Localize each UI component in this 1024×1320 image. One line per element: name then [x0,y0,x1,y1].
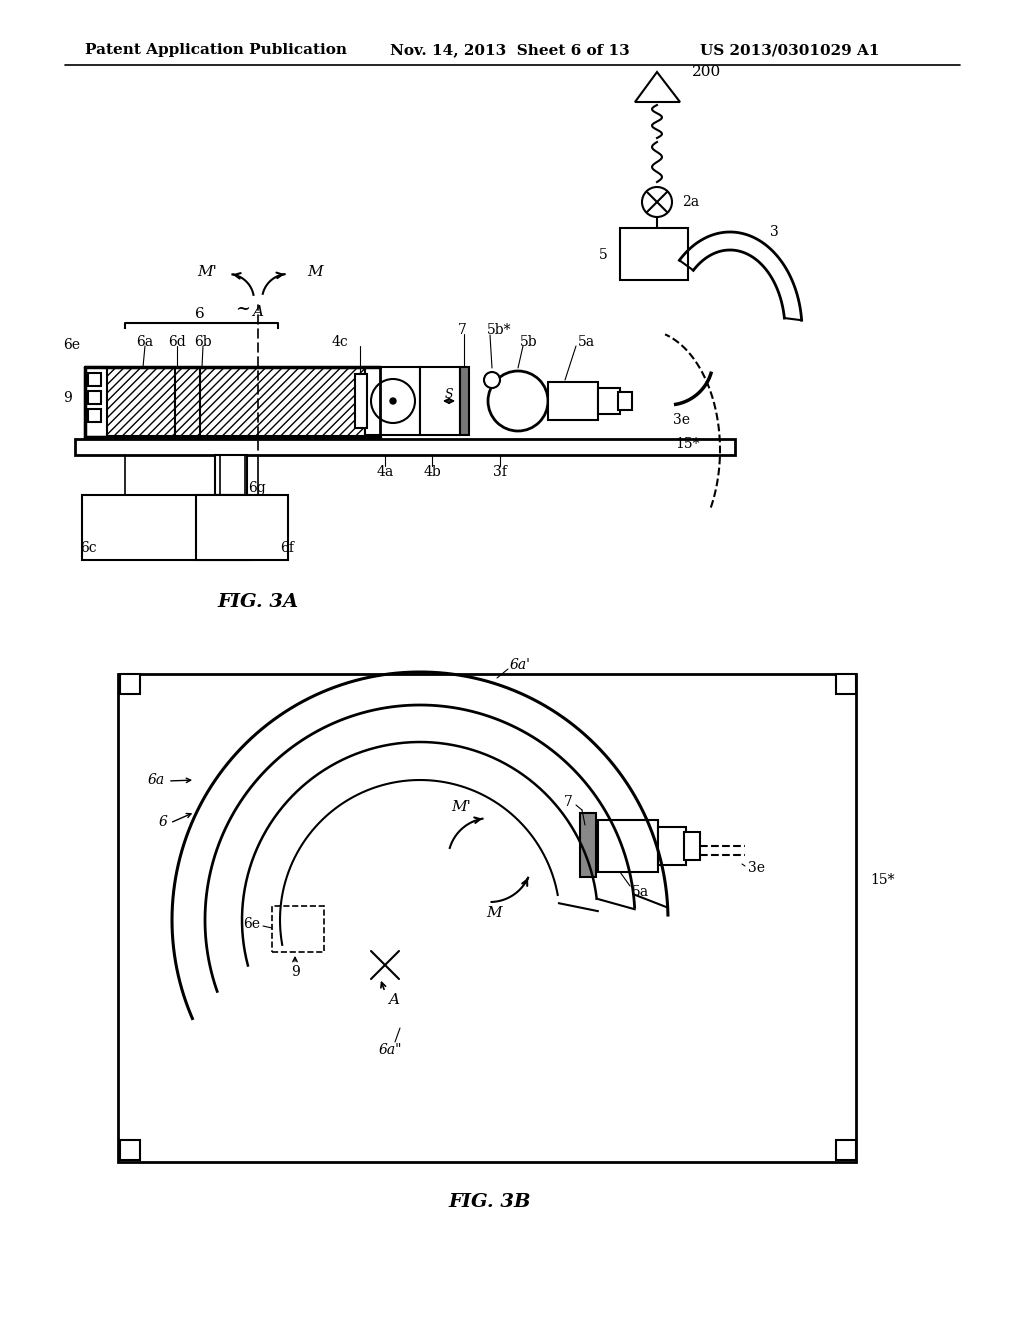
Text: 6e: 6e [243,917,260,931]
Bar [355,374,367,428]
Text: M': M' [452,800,471,814]
Circle shape [488,371,548,432]
Bar [836,675,856,694]
Text: 4a: 4a [377,465,393,479]
Text: S: S [444,388,454,400]
Text: 6a": 6a" [378,1043,401,1057]
Bar [548,381,598,420]
Circle shape [371,379,415,422]
Text: 3f: 3f [494,465,507,479]
Text: Patent Application Publication: Patent Application Publication [85,44,347,57]
Bar [836,1140,856,1160]
Text: 6a': 6a' [510,657,531,672]
Text: 6a: 6a [147,774,165,787]
Text: ~: ~ [234,300,250,318]
Text: Nov. 14, 2013  Sheet 6 of 13: Nov. 14, 2013 Sheet 6 of 13 [390,44,630,57]
Text: 6: 6 [196,308,205,321]
Text: US 2013/0301029 A1: US 2013/0301029 A1 [700,44,880,57]
Text: 6b: 6b [195,335,212,348]
Bar [580,813,596,876]
Text: M: M [307,265,323,279]
Bar [215,455,247,495]
Bar [460,367,469,436]
Text: 6e: 6e [63,338,80,352]
Bar [88,409,101,422]
Text: 5: 5 [599,248,608,261]
Text: M': M' [197,265,217,279]
Text: 5b*: 5b* [487,323,512,337]
Text: 3: 3 [770,224,778,239]
Bar [100,368,365,436]
Text: 3e: 3e [673,413,690,426]
Bar [658,828,686,865]
Text: 6a: 6a [136,335,154,348]
Bar [272,906,324,952]
Bar [618,392,632,411]
Text: 200: 200 [692,65,721,79]
Text: 7: 7 [458,323,467,337]
Text: 4c: 4c [331,335,348,348]
Text: A: A [388,993,399,1007]
Bar [118,675,856,1162]
Text: 6c: 6c [80,541,96,554]
Bar [420,367,460,436]
Bar [684,832,700,861]
Text: 5a: 5a [578,335,595,348]
Bar [620,228,688,280]
Text: 4b: 4b [423,465,441,479]
Bar [196,495,288,560]
Text: 3e: 3e [748,861,765,875]
Circle shape [390,399,396,404]
Bar [598,388,620,414]
Bar [82,495,250,560]
Text: 9: 9 [291,965,299,979]
Text: FIG. 3B: FIG. 3B [449,1193,531,1210]
Circle shape [642,187,672,216]
Text: 2a: 2a [682,195,699,209]
Bar [85,367,106,437]
Bar [88,374,101,385]
Bar [120,675,140,694]
Text: 7: 7 [564,795,573,809]
Bar [365,367,420,436]
Text: 6f: 6f [280,541,294,554]
Text: 6g: 6g [248,480,266,495]
Text: A: A [253,305,263,319]
Text: 5b: 5b [520,335,538,348]
Text: 6d: 6d [168,335,186,348]
Text: 15*: 15* [870,873,895,887]
Bar [120,1140,140,1160]
Text: 5a: 5a [632,884,648,899]
Bar [75,440,735,455]
Bar [88,391,101,404]
Circle shape [484,372,500,388]
Text: 15*: 15* [675,437,699,451]
Text: 9: 9 [63,391,72,405]
Text: FIG. 3A: FIG. 3A [217,593,299,611]
Text: M: M [486,906,502,920]
Text: 6: 6 [158,814,167,829]
Bar [598,820,658,873]
